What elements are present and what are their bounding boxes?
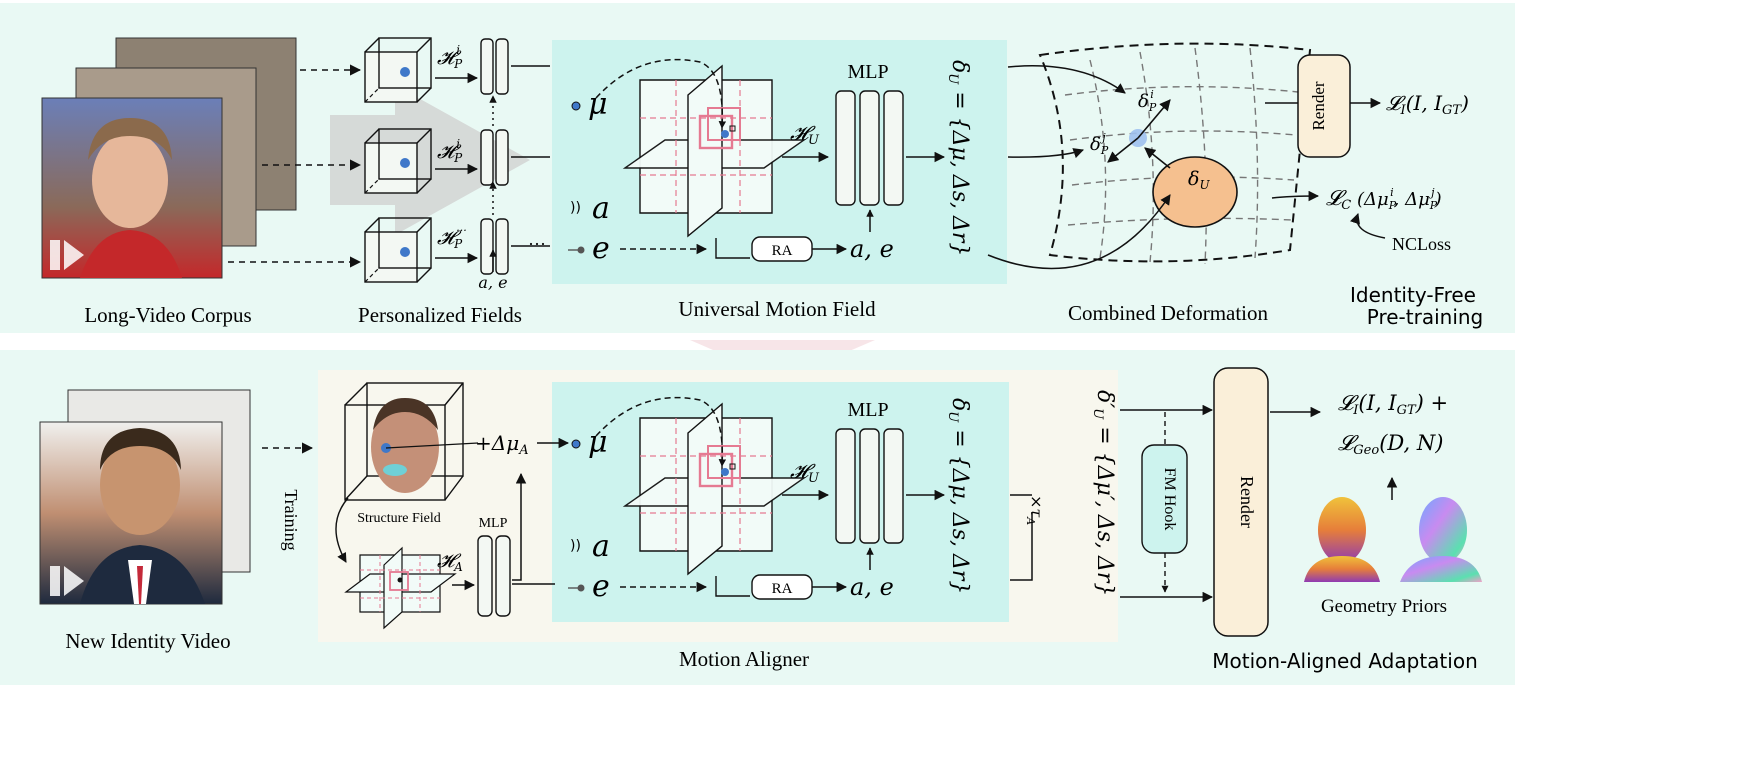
training-label: Training <box>281 489 301 550</box>
render-label-top: Render <box>1309 81 1328 130</box>
play-icon-bottom <box>50 566 84 596</box>
universal-motion-field-label: Universal Motion Field <box>678 297 876 321</box>
mlp-small-label: MLP <box>479 516 508 531</box>
loss-bottom-line1: 𝓛I(I, IGT) + <box>1338 391 1448 418</box>
plus-delta-mu-a-label: +ΔμA <box>475 431 529 458</box>
stage-title-pretraining-line1: Identity-Free <box>1350 283 1476 307</box>
field-bar <box>480 218 494 275</box>
svg-text:a, e: a, e <box>850 235 894 263</box>
field-bar <box>480 129 494 186</box>
geometry-priors-images <box>1304 497 1482 582</box>
big-grey-arrow <box>330 85 530 235</box>
hp-dots-label: 𝓗P··· <box>437 224 467 251</box>
svg-text:a, e: a, e <box>850 573 894 601</box>
svg-text:δU = {Δμ, Δs, Δr}: δU = {Δμ, Δs, Δr} <box>945 60 972 256</box>
personalized-fields-label: Personalized Fields <box>358 303 522 327</box>
hp-i-label-2: 𝓗Pi <box>437 137 463 165</box>
cube-1 <box>364 37 432 103</box>
delta-u-prime-eq: δ′U = {Δμ′, Δs, Δr} <box>1090 390 1117 596</box>
svg-text:)): )) <box>570 538 581 554</box>
render-box-bottom <box>1213 367 1269 637</box>
field-bar <box>495 218 509 275</box>
svg-text:MLP: MLP <box>847 399 888 421</box>
long-video-frames <box>41 37 297 279</box>
svg-text:e: e <box>592 569 610 604</box>
hp-i-label-1: 𝓗Pi <box>437 43 463 71</box>
motion-aligner-label: Motion Aligner <box>679 647 809 671</box>
ae-input-label: a, e <box>478 273 507 292</box>
svg-text:e: e <box>592 231 610 266</box>
geometry-priors-label: Geometry Priors <box>1321 596 1447 617</box>
structure-field-label: Structure Field <box>357 511 441 526</box>
play-icon <box>50 240 84 270</box>
svg-text:MLP: MLP <box>847 61 888 83</box>
render-label-bottom: Render <box>1237 476 1257 528</box>
fm-hook-label: FM Hook <box>1161 468 1178 531</box>
field-bar <box>480 38 494 95</box>
delta-u-label: δU <box>1188 168 1210 192</box>
svg-text:RA: RA <box>772 581 793 597</box>
delta-pi-label: δPi <box>1138 88 1157 114</box>
svg-text:a: a <box>592 191 610 226</box>
svg-text:μ: μ <box>588 425 608 460</box>
svg-text:RA: RA <box>772 243 793 259</box>
delta-pj-label: δPj <box>1090 131 1109 157</box>
field-bar <box>495 129 509 186</box>
ncloss-label: NCLoss <box>1392 234 1451 254</box>
ellipsis: ··· <box>528 234 546 254</box>
svg-text:a: a <box>592 529 610 564</box>
new-identity-video-label: New Identity Video <box>65 629 230 653</box>
combined-deformation-label: Combined Deformation <box>1068 301 1269 325</box>
cube-2 <box>364 128 432 194</box>
new-identity-video-frames <box>39 389 251 605</box>
personalized-cubes <box>364 37 550 283</box>
long-video-corpus-label: Long-Video Corpus <box>84 303 251 327</box>
cube-3 <box>364 217 432 283</box>
stage-title-adaptation: Motion-Aligned Adaptation <box>1212 649 1478 673</box>
svg-text:μ: μ <box>588 87 608 122</box>
field-bar <box>495 38 509 95</box>
svg-text:δU = {Δμ, Δs, Δr}: δU = {Δμ, Δs, Δr} <box>945 398 972 594</box>
stage-title-pretraining-line2: Pre-training <box>1367 305 1484 329</box>
svg-text:)): )) <box>570 200 581 216</box>
render-box-top <box>1297 54 1351 158</box>
times-tau-a: ×τA <box>1024 495 1046 525</box>
